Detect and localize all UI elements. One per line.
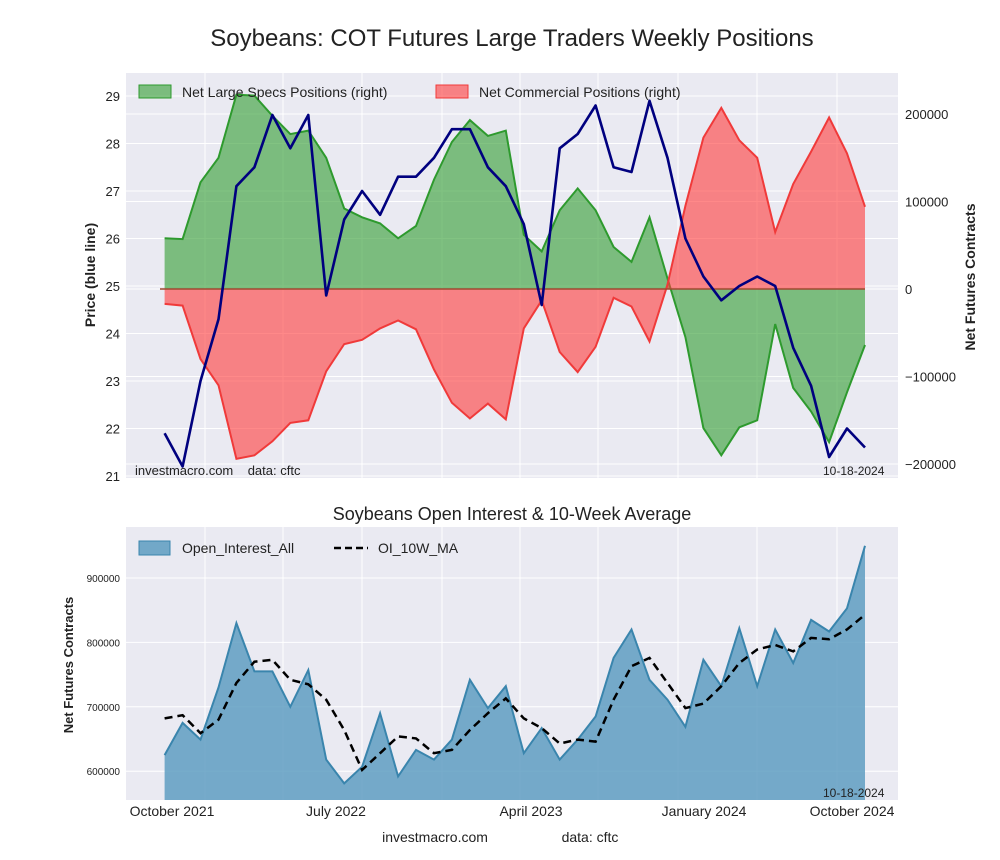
bottom-date-stamp: 10-18-2024 xyxy=(823,786,885,800)
legend-swatch-commercial xyxy=(435,84,469,99)
top-axis-ticks: 21 22 23 24 25 26 27 28 29 200000 100000 0 −100000 −2… xyxy=(106,89,956,484)
right-tick-label: −100000 xyxy=(905,370,956,385)
x-tick-label: April 2023 xyxy=(499,803,562,819)
top-legend: Net Large Specs Positions (right) Net Co… xyxy=(138,84,681,100)
left-tick-label: 27 xyxy=(106,184,120,199)
x-tick-label: October 2024 xyxy=(810,803,895,819)
right-tick-label: 0 xyxy=(905,282,912,297)
x-tick-label: July 2022 xyxy=(306,803,366,819)
bottom-title: Soybeans Open Interest & 10-Week Average xyxy=(333,504,692,524)
bottom-plot-marks xyxy=(163,545,866,800)
specs-area xyxy=(164,94,866,456)
legend-swatch-specs xyxy=(138,84,172,99)
ma-line xyxy=(164,613,866,773)
bottom-y-tick-label: 600000 xyxy=(87,767,121,778)
bottom-y-axis-label: Net Futures Contracts xyxy=(61,597,76,734)
left-tick-label: 21 xyxy=(106,469,120,484)
left-tick-label: 22 xyxy=(106,422,120,437)
bottom-y-tick-label: 700000 xyxy=(87,703,121,714)
right-tick-label: −200000 xyxy=(905,457,956,472)
bottom-axis-ticks: 600000 700000 800000 900000 October 2021 July… xyxy=(87,574,895,819)
legend-label-commercial: Net Commercial Positions (right) xyxy=(479,84,681,100)
footer-site: investmacro.com xyxy=(382,829,488,845)
left-tick-label: 25 xyxy=(106,279,120,294)
main-title: Soybeans: COT Futures Large Traders Week… xyxy=(210,25,813,52)
price-line xyxy=(163,99,866,468)
footer-source: data: cftc xyxy=(562,829,619,845)
bottom-y-tick-label: 800000 xyxy=(87,638,121,649)
bottom-y-tick-label: 900000 xyxy=(87,574,121,585)
commercial-area xyxy=(164,107,866,459)
right-axis-label: Net Futures Contracts xyxy=(962,203,978,350)
left-tick-label: 26 xyxy=(106,232,120,247)
legend-label-specs: Net Large Specs Positions (right) xyxy=(182,84,387,100)
right-tick-label: 100000 xyxy=(905,195,948,210)
x-tick-label: January 2024 xyxy=(662,803,747,819)
right-tick-label: 200000 xyxy=(905,107,948,122)
commercial-line xyxy=(164,105,866,460)
open-interest-area xyxy=(164,545,866,800)
left-tick-label: 23 xyxy=(106,374,120,389)
x-tick-label: October 2021 xyxy=(130,803,215,819)
legend-label-open-interest: Open_Interest_All xyxy=(182,540,294,556)
open-interest-line xyxy=(163,545,866,785)
specs-line xyxy=(164,93,866,458)
legend-label-ma: OI_10W_MA xyxy=(378,540,459,556)
bottom-legend: Open_Interest_All OI_10W_MA xyxy=(138,540,459,556)
top-watermark: investmacro.com data: cftc xyxy=(135,463,301,478)
left-tick-label: 29 xyxy=(106,89,120,104)
left-axis-label: Price (blue line) xyxy=(82,223,98,327)
top-date-stamp: 10-18-2024 xyxy=(823,464,885,478)
legend-swatch-open-interest xyxy=(138,540,171,556)
top-plot-marks xyxy=(160,93,866,468)
left-tick-label: 28 xyxy=(106,137,120,152)
left-tick-label: 24 xyxy=(106,327,120,342)
